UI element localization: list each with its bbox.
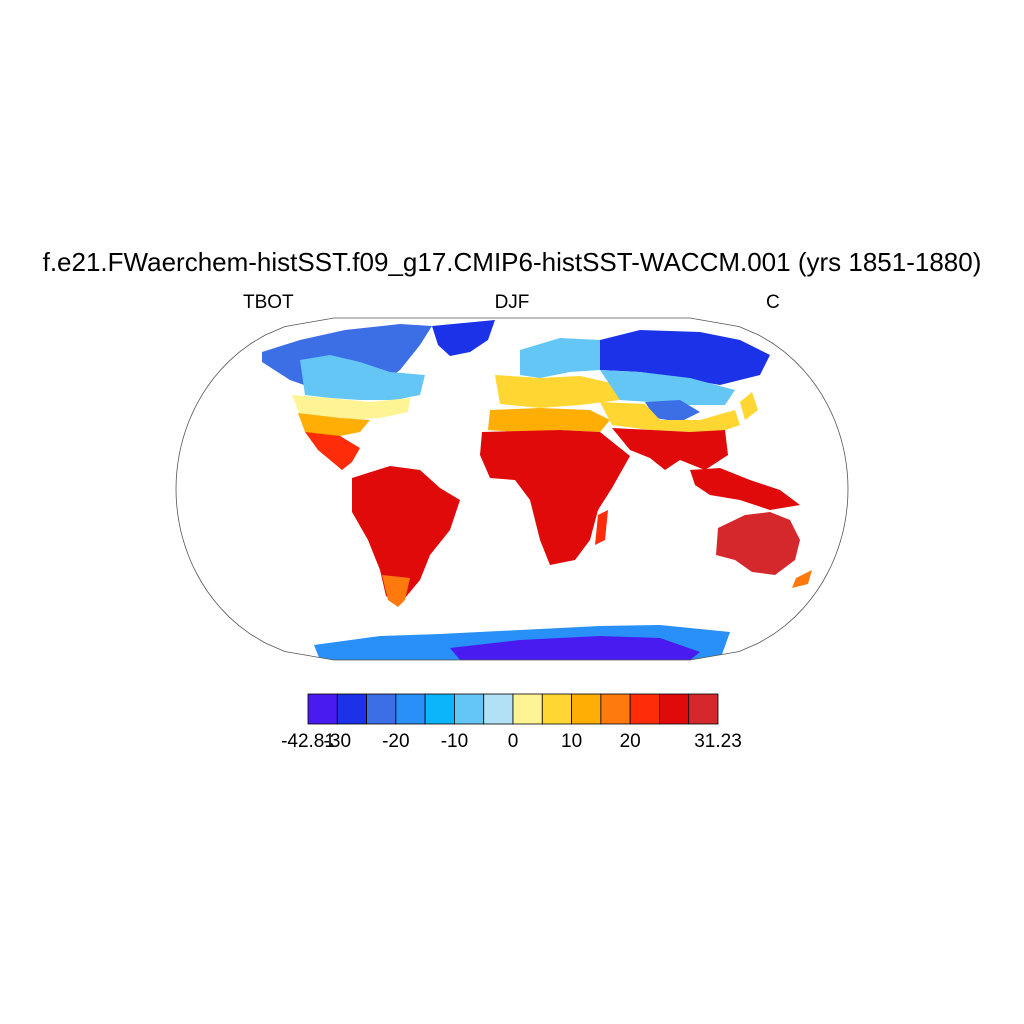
colorbar-tick-label: 20 [620, 731, 641, 752]
colorbar-swatch [307, 693, 338, 725]
season-label: DJF [494, 292, 530, 313]
asia-central [600, 370, 735, 405]
colorbar-swatch [483, 693, 514, 725]
south-america-south [382, 575, 410, 607]
colorbar-swatch [454, 693, 485, 725]
variable-label: TBOT [243, 292, 294, 313]
colorbar-swatch [512, 693, 543, 725]
south-asia [612, 428, 728, 470]
colorbar-tick-label: 10 [561, 731, 582, 752]
japan [740, 392, 758, 420]
colorbar-swatch [600, 693, 631, 725]
tibet [645, 400, 700, 422]
asia-middle [600, 402, 740, 432]
europe-south [495, 375, 620, 408]
colorbar-tick-label: -20 [382, 731, 409, 752]
colorbar-swatch [366, 693, 397, 725]
colorbar-swatch [688, 693, 719, 725]
colorbar-swatch [424, 693, 455, 725]
colorbar-swatch [629, 693, 660, 725]
africa-north [488, 408, 610, 432]
north-america-cool [292, 395, 410, 420]
new-zealand [792, 570, 812, 588]
globe-outline [175, 317, 849, 661]
colorbar-swatch [541, 693, 572, 725]
antarctica-interior [450, 636, 700, 660]
colorbar-swatch [336, 693, 367, 725]
asia-north [600, 330, 770, 385]
north-america-mid [300, 355, 425, 400]
land-fill-layer [262, 320, 812, 660]
south-america [352, 466, 460, 605]
australia [716, 512, 800, 575]
colorbar-swatch [571, 693, 602, 725]
colorbar-swatch [659, 693, 690, 725]
colorbar-swatch [395, 693, 426, 725]
madagascar [595, 510, 608, 545]
plot-title: f.e21.FWaerchem-histSST.f09_g17.CMIP6-hi… [42, 247, 982, 277]
africa [480, 430, 630, 565]
colorbar-tick-label: -30 [324, 731, 351, 752]
colorbar-tick-label: -42.81 [281, 731, 335, 752]
colorbar-tick-label: 31.23 [694, 731, 742, 752]
maritime-continent [690, 468, 800, 510]
europe-north [520, 338, 600, 378]
north-america-warm [298, 413, 370, 440]
central-america [305, 432, 360, 470]
colorbar-tick-label: 0 [508, 731, 519, 752]
greenland [432, 320, 495, 356]
colorbar-tick-label: -10 [441, 731, 468, 752]
units-label: C [766, 292, 780, 313]
